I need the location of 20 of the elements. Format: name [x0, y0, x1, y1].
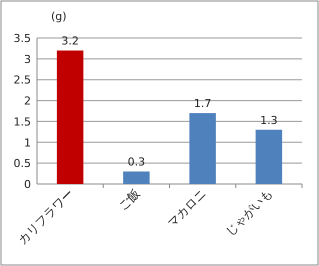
- y-axis-title: (g): [51, 10, 67, 23]
- y-tick-label: 3: [24, 52, 31, 66]
- data-label: 0.3: [128, 155, 146, 168]
- data-label: 1.3: [260, 114, 278, 127]
- y-tick-label: 0: [24, 178, 31, 191]
- x-tick-label: ご飯: [116, 186, 142, 214]
- data-label: 1.7: [194, 97, 212, 110]
- x-tick-label: マカロニ: [164, 186, 209, 230]
- y-tick-label: 1.5: [14, 115, 31, 128]
- bar: [56, 50, 84, 184]
- y-tick-label: 3.5: [14, 32, 31, 45]
- bar: [123, 171, 150, 184]
- bar: [256, 130, 282, 184]
- y-tick-label: 2.5: [14, 74, 31, 87]
- y-tick-label: 1: [24, 136, 31, 150]
- data-label: 3.2: [61, 34, 79, 48]
- x-tick-label: じゃがいも: [222, 186, 275, 239]
- bar: [189, 113, 216, 184]
- y-tick-label: 2: [24, 94, 31, 108]
- y-tick-label: 0.5: [14, 157, 31, 170]
